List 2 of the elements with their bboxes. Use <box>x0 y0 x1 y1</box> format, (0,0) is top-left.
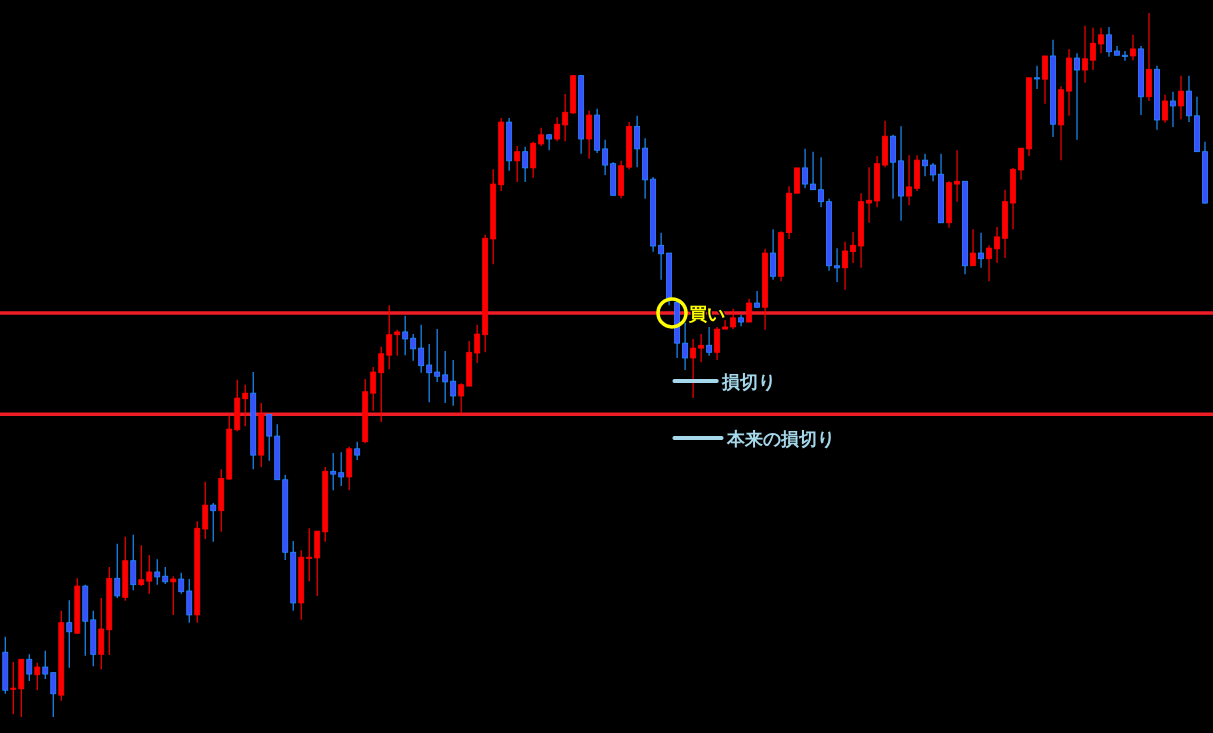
annotation: 本来の損切り <box>725 428 835 449</box>
annotation: 損切り <box>720 371 776 392</box>
